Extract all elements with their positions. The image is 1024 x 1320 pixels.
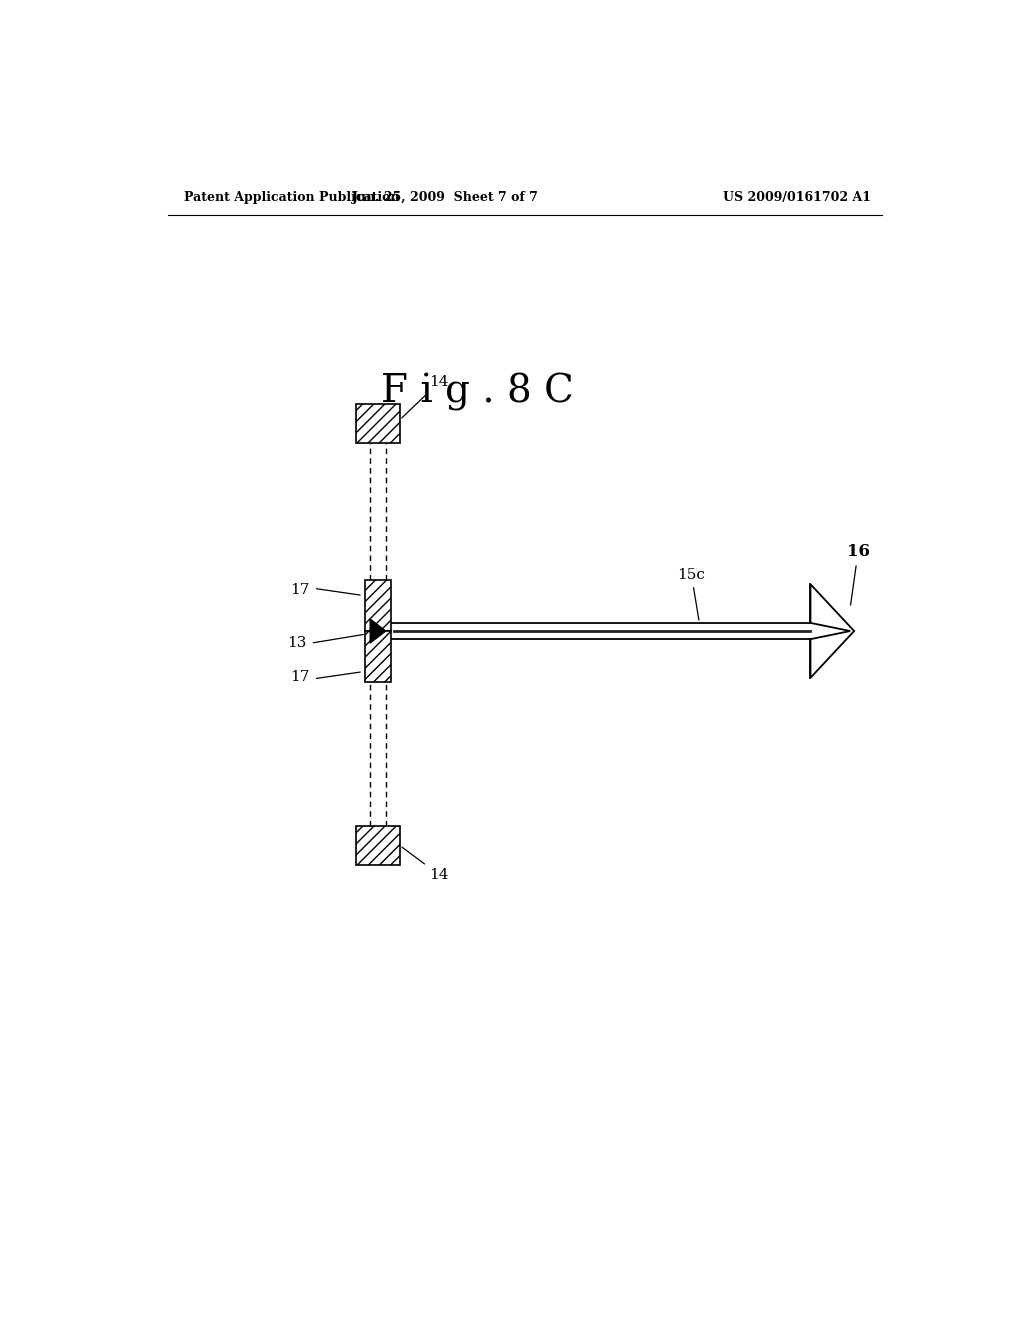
Text: 16: 16 (847, 544, 869, 605)
Text: 13: 13 (287, 636, 306, 651)
Text: 14: 14 (402, 847, 450, 882)
Text: 15c: 15c (678, 568, 706, 620)
Polygon shape (811, 585, 854, 677)
Polygon shape (370, 619, 386, 643)
Bar (366, 581, 391, 631)
Text: Patent Application Publication: Patent Application Publication (183, 190, 399, 203)
Text: US 2009/0161702 A1: US 2009/0161702 A1 (723, 190, 871, 203)
Bar (366, 631, 391, 682)
Bar (356, 826, 399, 865)
Bar (356, 404, 399, 444)
Text: Jun. 25, 2009  Sheet 7 of 7: Jun. 25, 2009 Sheet 7 of 7 (352, 190, 539, 203)
Text: 14: 14 (401, 375, 450, 418)
Text: 17: 17 (291, 583, 309, 598)
Text: F i g . 8 C: F i g . 8 C (381, 374, 573, 411)
Text: 17: 17 (291, 669, 309, 684)
